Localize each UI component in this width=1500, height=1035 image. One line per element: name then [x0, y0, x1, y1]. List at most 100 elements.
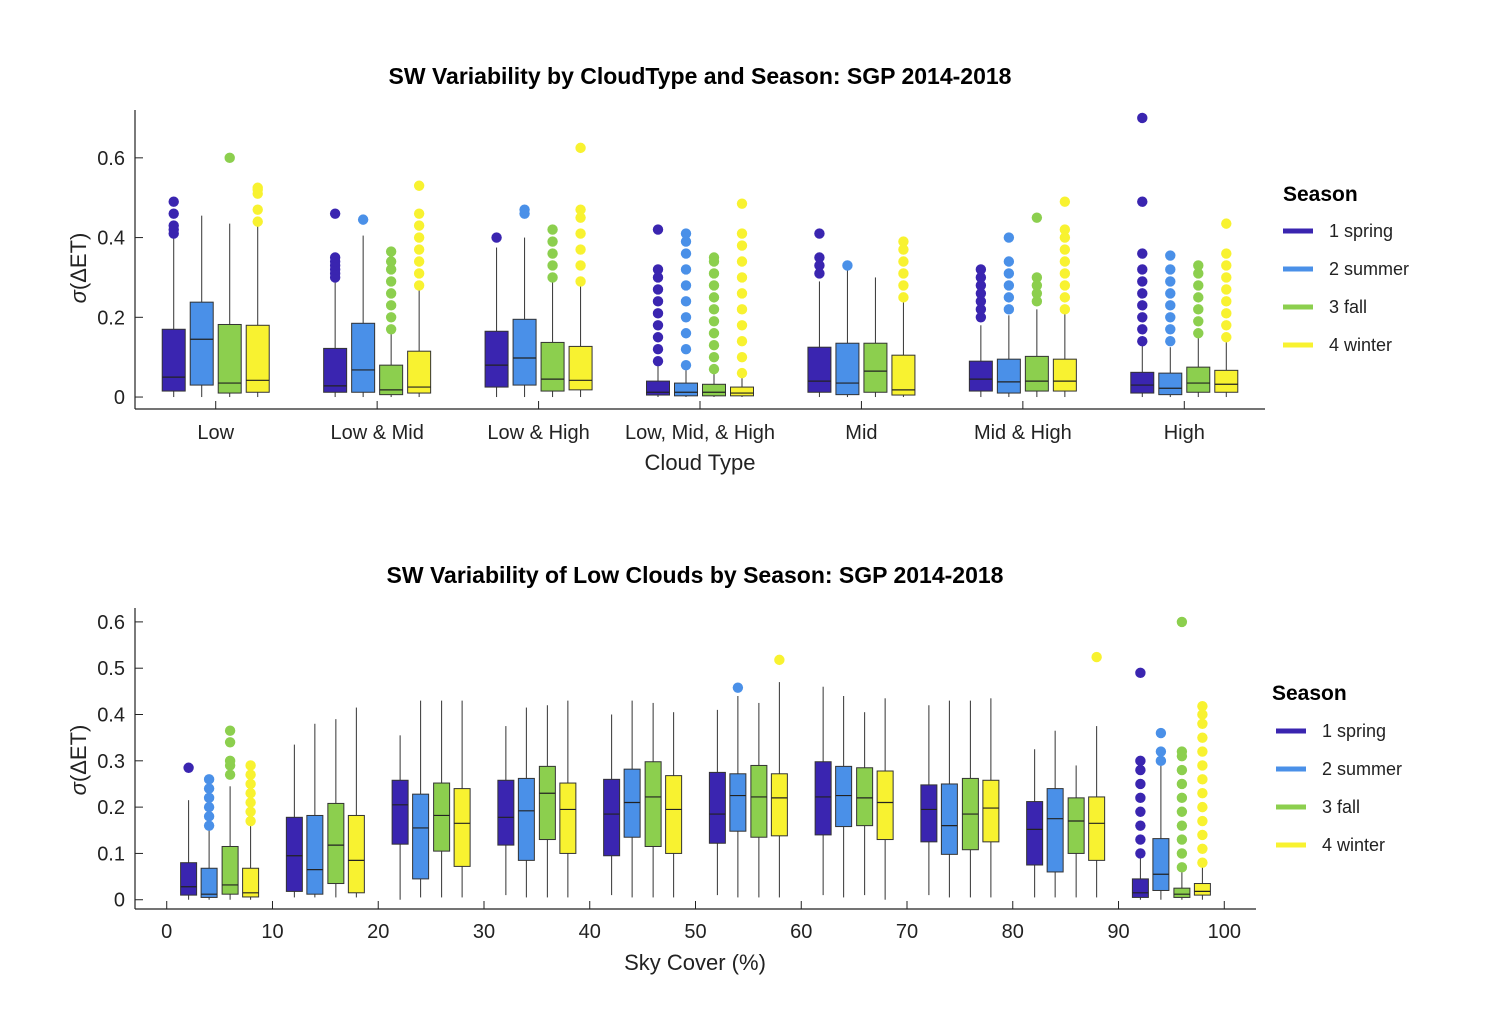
outlier-point [1031, 272, 1043, 283]
outlier-point [1135, 755, 1146, 767]
outlier-point [1176, 834, 1188, 845]
outlier-point [652, 344, 664, 355]
outlier-point [680, 328, 692, 339]
legend-entry-bottom-1: 1 spring [1322, 721, 1386, 741]
box-iqr [1131, 878, 1149, 898]
outlier-point [1003, 292, 1015, 303]
y-tick-label: 0.2 [97, 307, 125, 329]
legend-entry-top-2: 2 summer [1329, 259, 1409, 279]
legend-title: Season [1272, 682, 1347, 705]
box-iqr [412, 793, 430, 880]
outlier-point [736, 256, 748, 267]
outlier-point [1197, 829, 1208, 841]
outlier-point [329, 208, 341, 219]
outlier-point [1221, 272, 1232, 283]
outlier-point [547, 248, 558, 259]
box-top-3-4 [702, 252, 726, 398]
outlier-point [203, 792, 215, 804]
box-iqr [540, 341, 565, 392]
legend: Season 1 spring 2 summer 3 fall 4 winter [1283, 183, 1409, 355]
box-top-2-7 [1158, 250, 1183, 398]
outlier-point [1135, 806, 1146, 817]
box-iqr [1173, 887, 1191, 898]
outlier-point [203, 820, 215, 831]
outlier-point [1221, 296, 1232, 307]
x-tick-label: Low, Mid, & High [625, 422, 775, 444]
outlier-point [575, 204, 586, 215]
outlier-point [203, 774, 215, 785]
y-tick-label: 0.6 [97, 148, 125, 170]
x-tick-label: 10 [261, 921, 283, 943]
outlier-point [1165, 324, 1176, 335]
outlier-point [1137, 300, 1148, 311]
outlier-point [898, 236, 909, 247]
outlier-point [413, 268, 425, 279]
outlier-point [898, 268, 909, 279]
x-axis-ticks: Low Low & Mid Low & High Low, Mid, & High Mi… [197, 401, 1205, 444]
box-top-1-1 [161, 196, 186, 398]
outlier-point [1176, 806, 1188, 817]
outlier-point [680, 359, 692, 371]
box-top-4-1 [245, 182, 270, 398]
outlier-point [1197, 857, 1208, 868]
outlier-point [245, 769, 256, 780]
box-bottom-2-9 [1046, 730, 1064, 898]
box-top-4-4 [730, 198, 754, 398]
chart-title: SW Variability by CloudType and Season: … [389, 63, 1012, 89]
outlier-point [680, 248, 692, 259]
outlier-point [1135, 848, 1146, 859]
outlier-point [385, 288, 397, 299]
x-tick-label: 30 [473, 921, 495, 943]
y-tick-label: 0 [114, 387, 125, 409]
outlier-point [224, 769, 236, 780]
box-bottom-3-8 [961, 700, 979, 898]
box-iqr [1214, 369, 1239, 393]
outlier-point [736, 336, 748, 347]
outlier-point [708, 316, 720, 327]
outlier-point [975, 296, 987, 307]
outlier-point [1165, 250, 1176, 261]
box-bottom-2-8 [940, 700, 958, 898]
box-iqr [568, 345, 593, 391]
outlier-point [1197, 718, 1208, 729]
y-tick-label: 0.6 [97, 612, 125, 634]
outlier-point [357, 214, 369, 225]
outlier-point [245, 806, 256, 817]
box-iqr [863, 342, 888, 393]
outlier-point [1137, 324, 1148, 335]
box-bottom-4-1 [242, 760, 260, 900]
outlier-point [1137, 336, 1148, 347]
box-bottom-4-4 [559, 700, 577, 898]
legend-entry-top-4: 4 winter [1329, 335, 1392, 355]
outlier-point [708, 268, 720, 279]
box-iqr [407, 350, 432, 394]
box-bottom-2-10 [1152, 727, 1170, 900]
outlier-point [1003, 256, 1015, 267]
box-iqr [161, 328, 186, 392]
box-bottom-2-6 [729, 682, 747, 898]
box-iqr [856, 767, 874, 827]
outlier-point [736, 288, 748, 299]
box-bottom-2-7 [835, 695, 853, 898]
x-tick-label: 40 [579, 921, 601, 943]
box-bottom-4-5 [665, 712, 683, 898]
outlier-point [1221, 308, 1232, 319]
outlier-point [413, 180, 425, 191]
outlier-point [1176, 792, 1188, 804]
outlier-point [1059, 304, 1071, 315]
outlier-point [252, 182, 263, 193]
legend: Season 1 spring 2 summer 3 fall 4 winter [1272, 682, 1402, 855]
outlier-point [680, 236, 692, 247]
y-axis-ticks: 0 0.2 0.4 0.6 [97, 148, 143, 409]
box-iqr [327, 802, 345, 885]
box-bottom-3-10 [1173, 616, 1191, 900]
outlier-point [736, 351, 748, 363]
box-iqr [603, 778, 621, 857]
outlier-point [1197, 732, 1208, 743]
box-top-3-5 [863, 277, 888, 398]
outlier-point [1176, 862, 1188, 873]
outlier-point [413, 220, 425, 231]
outlier-point [547, 224, 558, 235]
outlier-point [1135, 820, 1146, 831]
box-bottom-3-9 [1067, 765, 1085, 898]
